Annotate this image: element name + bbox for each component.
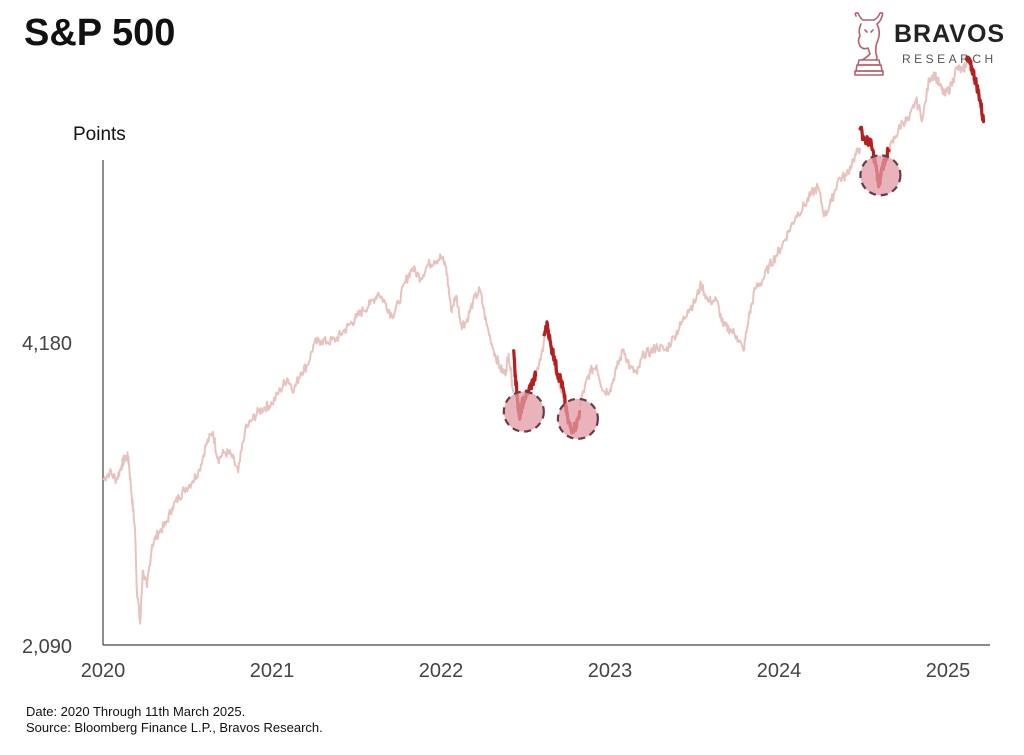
logo-name: BRAVOS <box>894 20 1006 48</box>
series-line-3 <box>887 62 968 154</box>
y-axis-label: Points <box>73 124 126 145</box>
highlight-circle-0 <box>502 390 545 433</box>
highlight-circle-1 <box>556 397 599 440</box>
x-tick-label: 2020 <box>81 660 126 682</box>
x-tick-label: 2024 <box>757 660 802 682</box>
bull-chess-knight-icon <box>854 12 884 76</box>
footer: Date: 2020 Through 11th March 2025. Sour… <box>26 704 323 736</box>
x-tick-labels: 2020 2021 2022 2023 2024 2025 <box>81 660 971 682</box>
y-tick-label: 4,180 <box>22 333 72 355</box>
x-tick-label: 2022 <box>419 660 464 682</box>
x-tick-label: 2021 <box>250 660 295 682</box>
circle-layer <box>502 154 902 440</box>
date-note: Date: 2020 Through 11th March 2025. <box>26 704 246 719</box>
highlight-line-4 <box>965 55 986 124</box>
series-layer <box>102 62 968 625</box>
logo: BRAVOS RESEARCH <box>846 10 1016 80</box>
y-tick-labels: 2,090 4,180 <box>22 333 72 658</box>
page-title: S&P 500 <box>24 12 176 54</box>
series-line-0 <box>102 253 515 625</box>
x-tick-label: 2025 <box>926 660 971 682</box>
highlight-circle-2 <box>859 154 902 197</box>
highlight-layer <box>512 55 986 435</box>
series-line-2 <box>578 147 862 407</box>
x-tick-label: 2023 <box>588 660 633 682</box>
source-note: Source: Bloomberg Finance L.P., Bravos R… <box>26 720 323 735</box>
y-tick-label: 2,090 <box>22 636 72 658</box>
